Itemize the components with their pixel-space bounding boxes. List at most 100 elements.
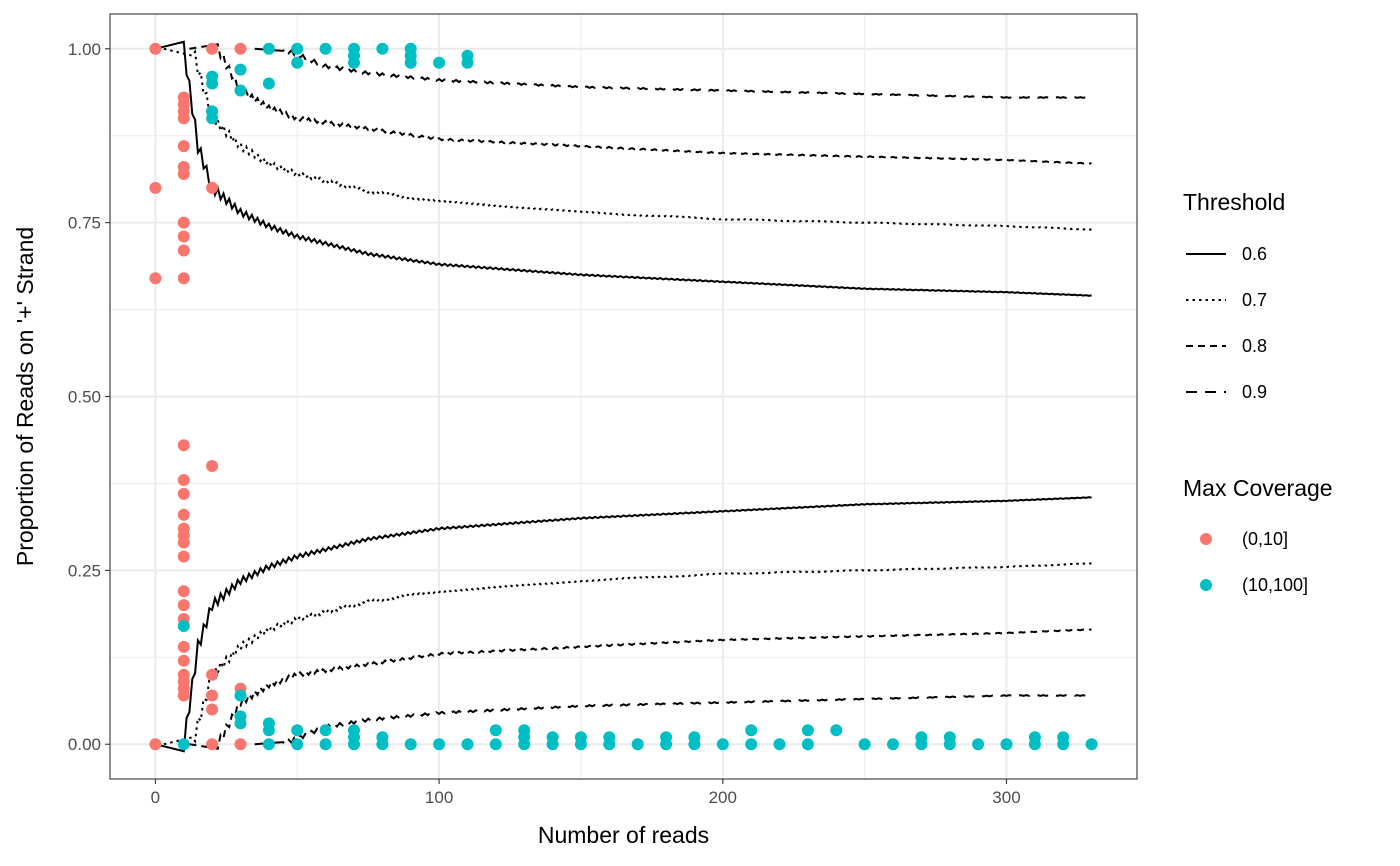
data-point-series-2 [716, 738, 729, 751]
threshold-line-06-upper [155, 40, 1092, 297]
data-point-series-2 [1000, 738, 1013, 751]
data-point-series-2 [206, 77, 219, 90]
data-point-series-2 [830, 724, 843, 737]
data-point-series-2 [887, 738, 899, 751]
legend-threshold: Threshold 0.6 0.7 0.8 0.9 [1183, 189, 1285, 402]
data-point-series-2 [206, 112, 219, 125]
threshold-line-08-lower [189, 628, 1092, 750]
data-point-series-2 [1028, 738, 1041, 751]
data-point-series-1 [206, 42, 219, 55]
data-point-series-2 [574, 738, 587, 751]
data-point-series-1 [177, 140, 190, 153]
data-point-series-2 [319, 42, 332, 55]
data-point-series-1 [149, 42, 162, 55]
data-point-series-2 [461, 738, 474, 751]
data-point-series-2 [262, 738, 275, 751]
legend-label: 0.9 [1242, 382, 1267, 402]
data-point-series-2 [489, 738, 502, 751]
data-point-series-2 [546, 738, 559, 751]
data-point-series-1 [177, 216, 190, 229]
legend-coverage: Max Coverage (0,10] (10,100] [1183, 475, 1333, 595]
data-point-series-1 [177, 244, 190, 257]
data-point-series-2 [376, 738, 389, 751]
threshold-line-08-upper [189, 43, 1092, 165]
y-tick-label: 0.50 [68, 388, 101, 407]
y-tick-label: 0.75 [68, 214, 101, 233]
data-point-series-1 [206, 181, 219, 194]
x-tick-label: 200 [709, 788, 737, 807]
data-point-series-1 [177, 640, 190, 653]
x-tick-label: 100 [425, 788, 453, 807]
data-point-series-2 [262, 42, 275, 55]
data-point-series-2 [489, 724, 502, 737]
data-point-series-2 [745, 738, 758, 751]
legend-label: (10,100] [1242, 575, 1308, 595]
data-point-series-2 [319, 724, 332, 737]
data-point-series-1 [177, 474, 190, 486]
points-layer [149, 42, 1098, 751]
data-point-series-2 [291, 724, 304, 737]
data-point-series-2 [1057, 738, 1070, 751]
legend-label: 0.7 [1242, 290, 1267, 310]
data-point-series-1 [177, 230, 190, 243]
data-point-series-1 [206, 703, 219, 716]
data-point-series-2 [915, 738, 928, 751]
data-point-series-1 [206, 668, 219, 681]
data-point-series-2 [348, 56, 360, 69]
data-point-series-1 [206, 460, 219, 472]
data-point-series-2 [177, 620, 190, 632]
data-point-series-1 [206, 689, 219, 702]
legend-key-point [1200, 579, 1212, 591]
data-point-series-2 [603, 738, 616, 751]
legend-key-point [1200, 533, 1212, 545]
data-point-series-2 [801, 724, 814, 737]
data-point-series-2 [972, 738, 985, 751]
data-point-series-2 [433, 56, 446, 69]
legend-threshold-title: Threshold [1183, 189, 1285, 215]
data-point-series-2 [858, 738, 871, 751]
data-point-series-2 [660, 738, 673, 751]
y-tick-label: 0.25 [68, 561, 101, 580]
y-tick-label: 1.00 [68, 40, 101, 59]
data-point-series-1 [149, 272, 162, 285]
threshold-lines-layer [155, 40, 1092, 753]
data-point-series-2 [291, 56, 304, 69]
data-point-series-1 [149, 181, 162, 194]
data-point-series-1 [177, 654, 190, 667]
data-point-series-1 [177, 585, 190, 598]
data-point-series-2 [234, 63, 247, 76]
data-point-series-2 [348, 738, 360, 751]
data-point-series-2 [376, 42, 389, 55]
data-point-series-1 [177, 112, 190, 125]
data-point-series-2 [518, 738, 531, 751]
data-point-series-2 [291, 42, 304, 55]
threshold-line-07-lower [163, 562, 1092, 746]
data-point-series-1 [177, 536, 190, 549]
data-point-series-2 [404, 56, 417, 69]
data-point-series-2 [234, 689, 247, 702]
data-point-series-2 [262, 77, 275, 90]
data-point-series-2 [234, 717, 247, 730]
data-point-series-1 [177, 508, 190, 521]
ticks-layer: 0 100 200 300 0.00 0.25 0.50 0.75 1.00 [68, 40, 1021, 807]
data-point-series-2 [745, 724, 758, 737]
legend-label: (0,10] [1242, 529, 1288, 549]
x-axis-title: Number of reads [538, 822, 709, 848]
data-point-series-1 [177, 439, 190, 452]
data-point-series-1 [234, 738, 247, 751]
threshold-line-06-lower [155, 496, 1092, 753]
data-point-series-2 [943, 738, 956, 751]
data-point-series-2 [262, 724, 275, 737]
data-point-series-1 [177, 272, 190, 285]
grid-layer [110, 14, 1137, 779]
data-point-series-2 [461, 56, 474, 69]
data-point-series-2 [234, 84, 247, 97]
data-point-series-2 [1085, 738, 1098, 751]
data-point-series-1 [177, 550, 190, 563]
data-point-series-1 [177, 487, 190, 500]
data-point-series-1 [177, 168, 190, 180]
data-point-series-2 [688, 738, 701, 751]
